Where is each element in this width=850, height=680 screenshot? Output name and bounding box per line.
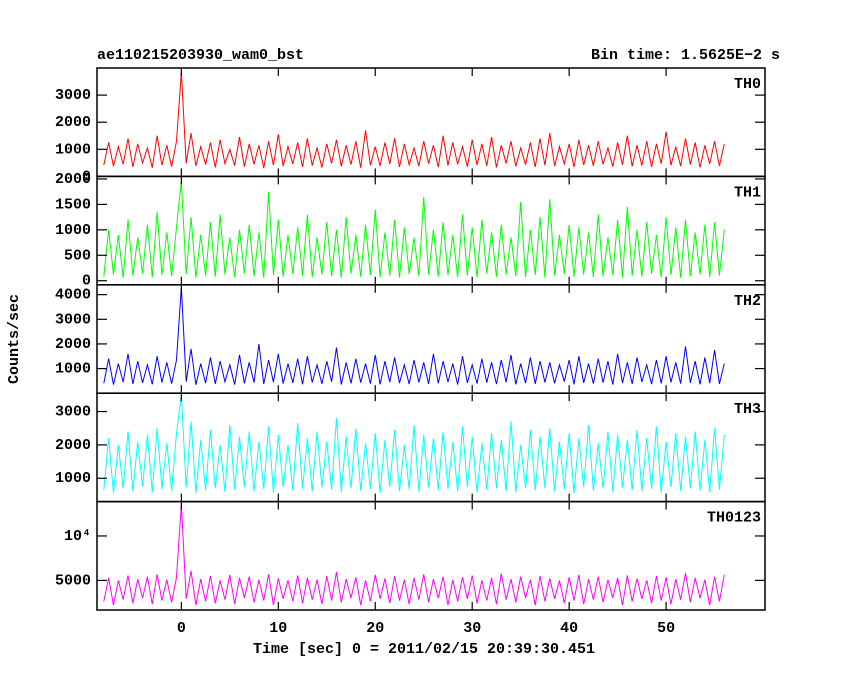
light-curve	[103, 181, 725, 278]
y-tick-label: 1500	[55, 196, 91, 213]
chart-title: ae110215203930_wam0_bst	[97, 47, 304, 64]
y-tick-label: 2000	[55, 336, 91, 353]
light-curve	[103, 503, 725, 606]
panel-label: TH0123	[707, 510, 761, 527]
y-tick-label: 2000	[55, 171, 91, 188]
panel-label: TH1	[734, 184, 761, 201]
y-tick-label: 5000	[55, 572, 91, 589]
y-tick-label: 0	[82, 273, 91, 290]
y-tick-label: 3000	[55, 404, 91, 421]
y-tick-label: 2000	[55, 114, 91, 131]
x-tick-label: 10	[269, 620, 287, 637]
y-tick-label: 500	[64, 247, 91, 264]
y-tick-label: 10⁴	[64, 528, 91, 545]
x-tick-label: 50	[657, 620, 675, 637]
y-tick-label: 2000	[55, 437, 91, 454]
panel-frame	[96, 392, 766, 503]
x-tick-label: 30	[463, 620, 481, 637]
y-tick-label: 1000	[55, 222, 91, 239]
y-tick-label: 1000	[55, 470, 91, 487]
y-tick-label: 0	[82, 168, 91, 185]
panel-label: TH2	[734, 293, 761, 310]
y-axis-label: Counts/sec	[6, 294, 23, 384]
panel-label: TH3	[734, 401, 761, 418]
bin-time: Bin time: 1.5625E−2 s	[591, 47, 780, 64]
light-curve	[103, 287, 725, 385]
x-axis-label: Time [sec] 0 = 2011/02/15 20:39:30.451	[253, 641, 595, 658]
light-curve	[103, 72, 725, 169]
panel-frame	[96, 500, 766, 611]
y-tick-label: 3000	[55, 311, 91, 328]
y-tick-label: 1000	[55, 361, 91, 378]
x-tick-label: 20	[366, 620, 384, 637]
y-tick-label: 1000	[55, 141, 91, 158]
x-tick-label: 40	[560, 620, 578, 637]
y-tick-label: 4000	[55, 287, 91, 304]
x-tick-label: 0	[177, 620, 186, 637]
y-tick-label: 3000	[55, 87, 91, 104]
panel-label: TH0	[734, 76, 761, 93]
light-curve	[103, 394, 725, 494]
